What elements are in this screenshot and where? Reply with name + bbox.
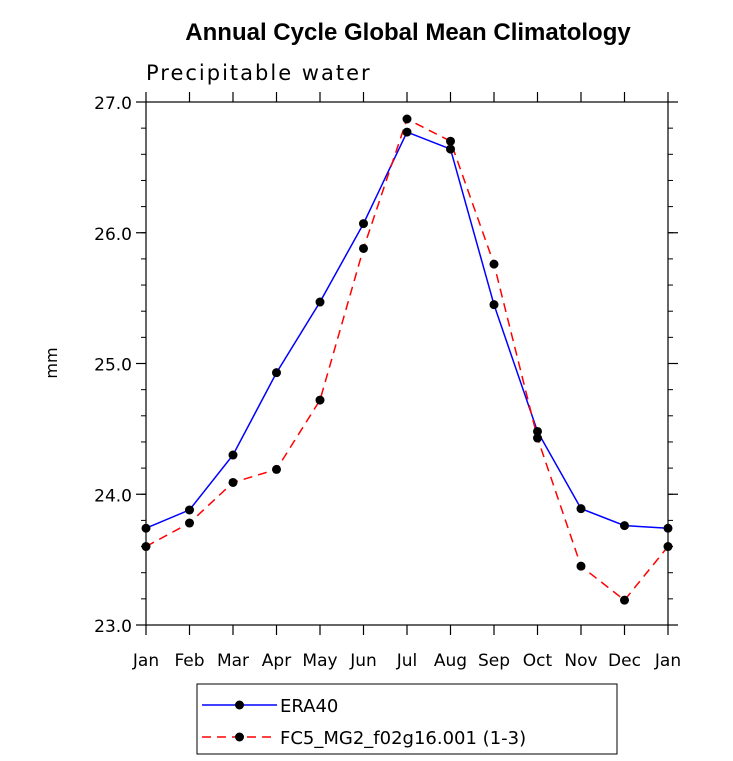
series-0-point bbox=[185, 505, 194, 515]
y-tick-label: 26.0 bbox=[94, 225, 132, 245]
series-1-point bbox=[576, 561, 586, 571]
x-tick-label: Mar bbox=[217, 651, 249, 671]
x-tick-label: Jan bbox=[132, 651, 159, 671]
y-tick-label: 24.0 bbox=[94, 486, 132, 506]
series-1-point bbox=[620, 595, 629, 605]
legend-marker-era40 bbox=[235, 700, 244, 710]
x-tick-label: May bbox=[302, 651, 337, 671]
y-axis-label: mm bbox=[42, 347, 61, 378]
series-0-point bbox=[489, 300, 499, 310]
series-0-point bbox=[576, 504, 586, 514]
chart-subtitle: Precipitable water bbox=[146, 61, 372, 85]
chart-title: Annual Cycle Global Mean Climatology bbox=[185, 19, 631, 46]
x-tick-label: Dec bbox=[608, 651, 641, 671]
series-0-point bbox=[402, 127, 412, 137]
series-0-point bbox=[533, 426, 542, 436]
x-tick-label: Sep bbox=[478, 651, 510, 671]
plot-area bbox=[145, 101, 669, 626]
legend-label-era40: ERA40 bbox=[280, 696, 338, 717]
series-layer bbox=[141, 114, 673, 605]
series-0-point bbox=[359, 219, 368, 229]
series-0-point bbox=[620, 521, 629, 531]
series-1-point bbox=[185, 518, 194, 528]
legend-box bbox=[196, 683, 618, 755]
x-tick-label: Nov bbox=[564, 651, 597, 671]
x-axis: Jan Feb Mar Apr May Jun Jul Aug Sep Oct Nov Dec Jan bbox=[132, 92, 681, 671]
series-1-point bbox=[359, 243, 368, 253]
series-0-point bbox=[663, 523, 673, 533]
series-0-point bbox=[141, 523, 151, 533]
series-1-point bbox=[402, 114, 412, 124]
series-0-point bbox=[315, 297, 325, 307]
series-0-point bbox=[228, 450, 238, 460]
x-tick-label: Jul bbox=[396, 651, 418, 671]
y-tick-label: 27.0 bbox=[94, 94, 132, 114]
x-tick-label: Oct bbox=[523, 651, 553, 671]
series-0-point bbox=[272, 368, 281, 378]
legend: ERA40 FC5_MG2_f02g16.001 (1-3) bbox=[196, 683, 618, 755]
y-tick-label: 25.0 bbox=[94, 356, 132, 376]
x-tick-label: Jan bbox=[654, 651, 681, 671]
y-axis: 23.0 24.0 25.0 26.0 27.0 bbox=[94, 94, 678, 637]
minor-ticks bbox=[141, 101, 673, 626]
series-1-point bbox=[533, 433, 542, 443]
series-1-point bbox=[315, 395, 325, 405]
series-1-point bbox=[663, 542, 673, 552]
series-1-point bbox=[141, 542, 151, 552]
series-1-point bbox=[272, 464, 281, 474]
y-tick-label: 23.0 bbox=[94, 617, 132, 637]
series-line-1 bbox=[145, 117, 669, 602]
x-tick-label: Feb bbox=[174, 651, 204, 671]
x-tick-label: Apr bbox=[262, 651, 291, 671]
legend-label-fc5: FC5_MG2_f02g16.001 (1-3) bbox=[280, 728, 526, 749]
series-line-0 bbox=[145, 131, 669, 529]
x-tick-label: Aug bbox=[434, 651, 467, 671]
series-1-point bbox=[489, 259, 499, 269]
series-1-point bbox=[446, 136, 455, 146]
series-1-point bbox=[228, 477, 238, 487]
legend-marker-fc5 bbox=[235, 732, 244, 742]
x-tick-label: Jun bbox=[349, 651, 377, 671]
series-0-point bbox=[446, 144, 455, 154]
